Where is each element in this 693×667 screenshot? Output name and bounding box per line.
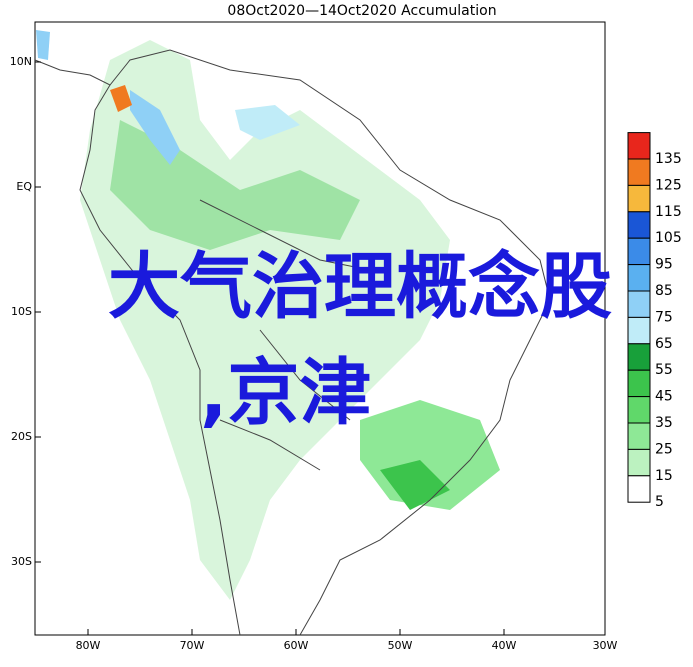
colorbar-label: 95 [655,257,673,273]
overlay-text: ,京津 [200,351,371,435]
colorbar-label: 45 [655,389,673,405]
colorbar-box [627,343,651,371]
precip-areas [36,30,500,600]
lat-label: EQ [16,180,32,193]
overlay-text: 大气治理概念股 [108,245,612,329]
lon-label: 30W [593,639,618,652]
colorbar-box [627,422,651,450]
colorbar-box [627,396,651,424]
coastlines [34,49,551,636]
lat-label: 10N [10,55,32,68]
colorbar-label: 105 [655,230,682,246]
colorbar-box [627,448,651,477]
lon-label: 50W [388,639,413,652]
colorbar-box [627,316,651,345]
lat-label: 20S [11,430,32,443]
colorbar-box [627,158,651,186]
colorbar-box [627,290,651,318]
lon-label: 70W [180,639,205,652]
colorbar-label: 85 [655,283,673,299]
colorbar-label: 35 [655,415,673,431]
colorbar-label: 125 [655,177,682,193]
colorbar-box [627,237,651,266]
colorbar-box [627,211,651,239]
lon-label: 40W [492,639,517,652]
map-title: 08Oct2020—14Oct2020 Accumulation [227,3,496,19]
colorbar-label: 75 [655,309,673,325]
colorbar-label: 65 [655,336,673,352]
colorbar-box [627,184,651,213]
colorbar-box [627,132,651,160]
lon-label: 60W [284,639,309,652]
colorbar-label: 55 [655,362,673,378]
lat-label: 10S [11,305,32,318]
colorbar-box [627,264,651,292]
colorbar-label: 5 [655,494,664,510]
lon-label: 80W [76,639,101,652]
lat-label: 30S [11,555,32,568]
colorbar-label: 25 [655,441,673,457]
colorbar-label: 15 [655,468,673,484]
colorbar-box [627,369,651,398]
colorbar-label: 135 [655,151,682,167]
colorbar-box [627,475,651,503]
colorbar-label: 115 [655,204,682,220]
